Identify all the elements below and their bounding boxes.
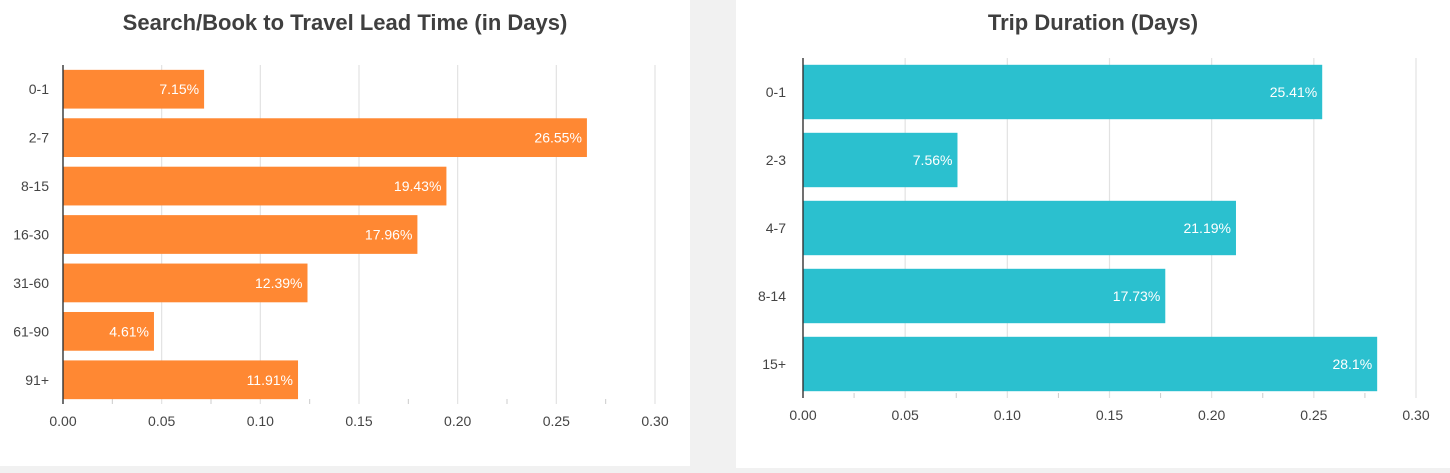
x-tick-label: 0.00 [49, 413, 76, 429]
data-label: 7.15% [159, 81, 199, 97]
x-tick-label: 0.30 [1402, 407, 1429, 423]
x-tick-label: 0.10 [994, 407, 1021, 423]
bar [803, 268, 1166, 324]
x-tick-label: 0.25 [543, 413, 570, 429]
data-label: 11.91% [247, 372, 293, 388]
category-label: 8-15 [21, 178, 49, 194]
bar [803, 64, 1323, 120]
x-tick-label: 0.25 [1300, 407, 1327, 423]
category-label: 31-60 [13, 275, 49, 291]
bar [63, 69, 205, 109]
bar [63, 215, 418, 254]
data-label: 19.43% [394, 178, 441, 194]
x-tick-label: 0.20 [444, 413, 471, 429]
data-label: 28.1% [1332, 356, 1372, 372]
bar [63, 118, 587, 158]
category-label: 0-1 [29, 81, 49, 97]
x-tick-label: 0.10 [247, 413, 274, 429]
chart-title: Trip Duration (Days) [987, 10, 1199, 35]
chart-title: Search/Book to Travel Lead Time (in Days… [122, 10, 568, 35]
bar [803, 336, 1378, 392]
data-label: 17.73% [1113, 288, 1160, 304]
x-tick-label: 0.05 [892, 407, 919, 423]
bar [63, 263, 308, 303]
data-label: 7.56% [913, 152, 953, 168]
data-label: 25.41% [1270, 84, 1317, 100]
data-label: 12.39% [255, 275, 302, 291]
category-label: 2-7 [29, 130, 49, 146]
x-tick-label: 0.00 [789, 407, 816, 423]
bar [803, 132, 958, 188]
category-label: 8-14 [758, 288, 786, 304]
category-label: 0-1 [766, 84, 786, 100]
category-label: 61-90 [13, 323, 49, 339]
data-label: 17.96% [365, 227, 412, 243]
trip-duration-chart-panel: Trip Duration (Days) 0.00 0.05 0.10 0.15 0.2… [736, 0, 1450, 468]
category-label: 4-7 [766, 220, 786, 236]
data-label: 26.55% [534, 130, 581, 146]
category-label: 15+ [762, 356, 786, 372]
x-tick-label: 0.15 [1096, 407, 1123, 423]
data-label: 21.19% [1183, 220, 1230, 236]
category-label: 16-30 [13, 227, 49, 243]
bar [63, 360, 299, 400]
lead-time-bar-chart: 0.00 0.05 0.10 0.15 0.20 0.25 0.30 0-1 7.15% 2-7 2… [13, 65, 669, 429]
bar [803, 200, 1236, 256]
bar [63, 166, 447, 206]
x-tick-label: 0.20 [1198, 407, 1225, 423]
trip-duration-bar-chart: 0.00 0.05 0.10 0.15 0.20 0.25 0.30 0-1 25.41% 2-3… [758, 58, 1430, 423]
bar [63, 311, 154, 351]
x-tick-label: 0.30 [641, 413, 668, 429]
category-label: 2-3 [766, 152, 786, 168]
category-label: 91+ [25, 372, 49, 388]
x-tick-label: 0.05 [148, 413, 175, 429]
data-label: 4.61% [109, 323, 149, 339]
x-tick-label: 0.15 [345, 413, 372, 429]
lead-time-chart-panel: Search/Book to Travel Lead Time (in Days… [0, 0, 690, 466]
